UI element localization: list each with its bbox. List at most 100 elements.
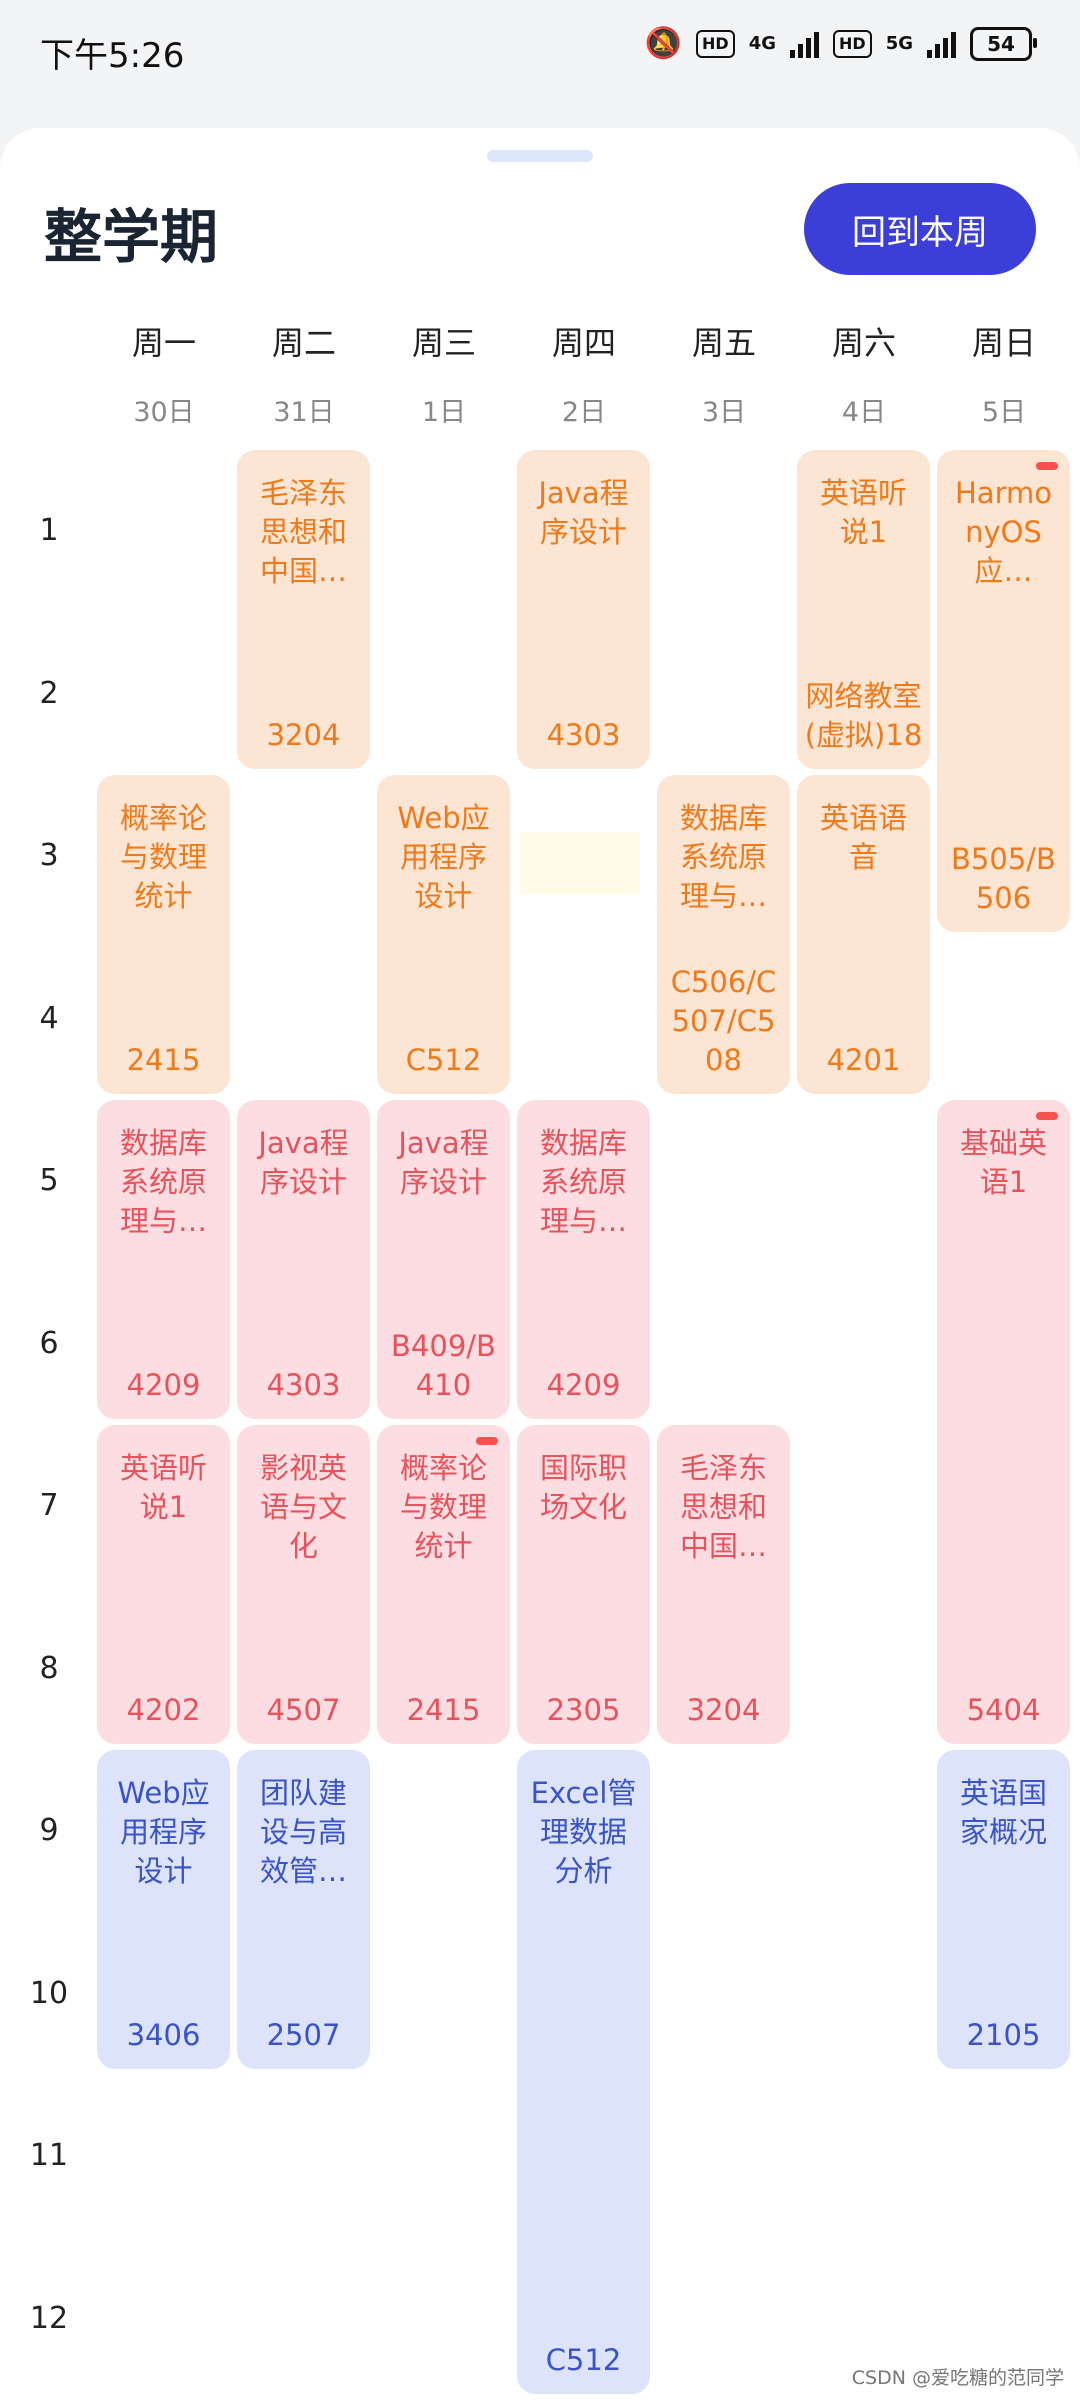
course-card[interactable]: Java程序设计 4303: [237, 1100, 370, 1419]
course-card[interactable]: 概率论与数理统计 2415: [377, 1425, 510, 1744]
network-4g-label: 4G: [748, 33, 777, 54]
course-card[interactable]: Java程序设计 4303: [517, 450, 650, 769]
period-label: 5: [39, 1163, 59, 1199]
period-label: 7: [39, 1488, 59, 1524]
day-name: 周三: [411, 324, 476, 362]
course-card[interactable]: 数据库系统原理与… 4209: [517, 1100, 650, 1419]
course-room: 网络教室(虚拟)18: [804, 679, 923, 752]
course-name: 概率论与数理统计: [399, 1451, 487, 1563]
day-name: 周一: [131, 324, 196, 362]
course-room: C512: [545, 2343, 622, 2377]
course-room: C506/C507/C508: [670, 965, 777, 1077]
course-room: 2105: [966, 2018, 1041, 2052]
course-card[interactable]: 英语语音 4201: [797, 775, 930, 1094]
battery-icon: 54: [970, 26, 1037, 61]
day-header: 周日 5日: [934, 318, 1074, 429]
conflict-indicator: [1036, 1112, 1058, 1120]
course-name: 概率论与数理统计: [119, 801, 207, 913]
period-label: 11: [29, 2138, 69, 2174]
course-card[interactable]: 英语国家概况 2105: [937, 1750, 1070, 2069]
course-room: 3406: [126, 2018, 201, 2052]
day-date: 4日: [841, 397, 887, 428]
period-label: 1: [39, 513, 59, 549]
day-date: 2日: [561, 397, 607, 428]
course-card[interactable]: 英语听说1 网络教室(虚拟)18: [797, 450, 930, 769]
course-name: Excel管理数据分析: [530, 1776, 637, 1888]
course-card[interactable]: 概率论与数理统计 2415: [97, 775, 230, 1094]
course-name: 数据库系统原理与…: [679, 801, 767, 913]
course-room: 4201: [826, 1043, 901, 1077]
course-card[interactable]: 毛泽东思想和中国… 3204: [237, 450, 370, 769]
course-name: 英语国家概况: [959, 1776, 1047, 1849]
course-name: HarmonyOS应…: [955, 476, 1052, 588]
course-name: Web应用程序设计: [397, 801, 490, 913]
course-card[interactable]: Excel管理数据分析 C512: [517, 1750, 650, 2394]
course-name: 毛泽东思想和中国…: [259, 476, 347, 588]
course-room: 4303: [546, 718, 621, 752]
course-name: 英语听说1: [819, 476, 907, 549]
course-room: 3204: [266, 718, 341, 752]
day-name: 周六: [831, 324, 896, 362]
watermark: CSDN @爱吃糖的范同学: [851, 2367, 1064, 2389]
course-card[interactable]: Java程序设计 B409/B410: [377, 1100, 510, 1419]
conflict-indicator: [476, 1437, 498, 1445]
day-header: 周三 1日: [374, 318, 514, 429]
empty-slot-highlight: [520, 832, 640, 894]
signal-icon-2: [927, 30, 956, 58]
status-bar: 下午5:26 🔕 HD 4G HD 5G 54: [0, 0, 1080, 100]
course-card[interactable]: Web应用程序设计 C512: [377, 775, 510, 1094]
day-header: 周一 30日: [94, 318, 234, 429]
course-room: 2415: [126, 1043, 201, 1077]
course-name: 毛泽东思想和中国…: [679, 1451, 767, 1563]
course-card[interactable]: 数据库系统原理与… 4209: [97, 1100, 230, 1419]
course-room: 4303: [266, 1368, 341, 1402]
day-header: 周二 31日: [234, 318, 374, 429]
course-room: C512: [405, 1043, 482, 1077]
drag-handle[interactable]: [487, 150, 593, 162]
day-date: 5日: [981, 397, 1027, 428]
day-name: 周日: [971, 324, 1036, 362]
network-5g-label: 5G: [885, 33, 913, 54]
course-name: 数据库系统原理与…: [539, 1126, 627, 1238]
period-label: 8: [39, 1650, 59, 1686]
course-name: Java程序设计: [398, 1126, 489, 1199]
back-to-this-week-button[interactable]: 回到本周: [804, 183, 1036, 275]
course-card[interactable]: 基础英语1 5404: [937, 1100, 1070, 1744]
mute-icon: 🔕: [644, 26, 683, 61]
day-name: 周四: [551, 324, 616, 362]
status-icons: 🔕 HD 4G HD 5G 54: [644, 26, 1037, 61]
course-room: B409/B410: [391, 1329, 496, 1402]
course-card[interactable]: 数据库系统原理与… C506/C507/C508: [657, 775, 790, 1094]
course-card[interactable]: HarmonyOS应… B505/B506: [937, 450, 1070, 932]
course-room: B505/B506: [951, 841, 1056, 915]
course-card[interactable]: 团队建设与高效管… 2507: [237, 1750, 370, 2069]
day-date: 31日: [273, 397, 335, 428]
conflict-indicator: [1036, 462, 1058, 470]
course-name: Java程序设计: [538, 476, 629, 549]
day-name: 周二: [271, 324, 336, 362]
course-name: 影视英语与文化: [259, 1451, 347, 1563]
course-card[interactable]: 英语听说1 4202: [97, 1425, 230, 1744]
day-date: 1日: [421, 397, 467, 428]
course-card[interactable]: Web应用程序设计 3406: [97, 1750, 230, 2069]
course-room: 5404: [966, 1693, 1041, 1727]
course-room: 2507: [266, 2018, 341, 2052]
course-card[interactable]: 影视英语与文化 4507: [237, 1425, 370, 1744]
hd-icon: HD: [696, 29, 735, 58]
course-name: 国际职场文化: [539, 1451, 627, 1524]
course-name: 团队建设与高效管…: [259, 1776, 347, 1888]
course-room: 2305: [546, 1693, 621, 1727]
course-card[interactable]: 毛泽东思想和中国… 3204: [657, 1425, 790, 1744]
day-name: 周五: [691, 324, 756, 362]
course-room: 4202: [126, 1693, 201, 1727]
day-header: 周四 2日: [514, 318, 654, 429]
period-label: 4: [39, 1000, 59, 1036]
status-time: 下午5:26: [40, 36, 185, 76]
period-label: 3: [39, 838, 59, 874]
course-card[interactable]: 国际职场文化 2305: [517, 1425, 650, 1744]
signal-icon: [790, 30, 820, 58]
course-room: 4209: [126, 1368, 201, 1402]
course-name: 英语听说1: [119, 1451, 207, 1524]
hd-icon-2: HD: [833, 29, 872, 58]
course-name: 数据库系统原理与…: [119, 1126, 207, 1238]
